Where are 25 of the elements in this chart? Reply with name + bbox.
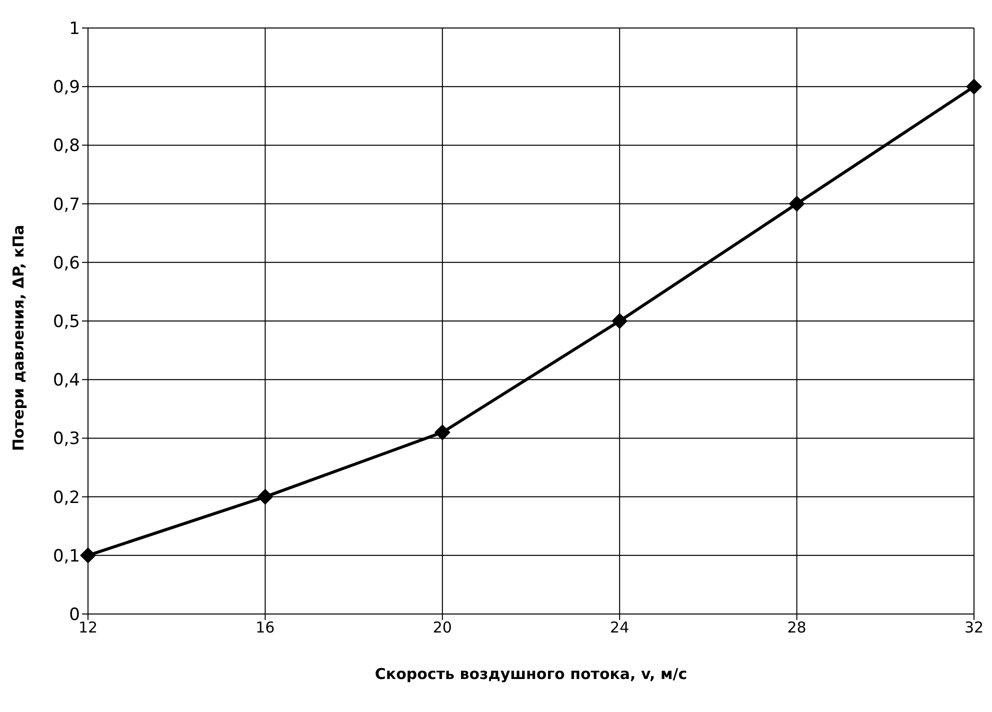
y-tick-label: 0,3 xyxy=(52,429,80,450)
y-tick-label: 0,1 xyxy=(52,546,80,566)
x-tick-label: 12 xyxy=(78,618,98,637)
point xyxy=(788,196,805,212)
y-axis-title: Потери давления, ΔP, кПа xyxy=(9,224,28,451)
x-axis-title: Скорость воздушного потока, v, м/с xyxy=(374,665,688,683)
y-tick-label: 0,6 xyxy=(52,253,80,274)
x-tick-label: 20 xyxy=(432,618,452,637)
y-tick-label: 0,8 xyxy=(52,136,80,156)
point xyxy=(80,547,96,564)
y-tick-label: 0,9 xyxy=(52,78,80,98)
y-tick-label: 0,2 xyxy=(52,488,80,508)
point xyxy=(434,424,450,440)
y-tick-label: 1 xyxy=(69,19,80,40)
x-tick-label: 16 xyxy=(256,618,275,637)
y-tick-label: 0,7 xyxy=(52,194,80,215)
y-tick-label: 0,4 xyxy=(52,370,80,391)
y-tick-label: 0,5 xyxy=(52,312,80,332)
y-tick-label: 0 xyxy=(69,605,80,626)
point xyxy=(966,78,982,95)
point xyxy=(612,313,628,329)
x-tick-label: 24 xyxy=(610,618,630,637)
point xyxy=(257,488,274,505)
x-tick-label: 28 xyxy=(787,618,806,637)
x-tick-label: 32 xyxy=(964,618,984,637)
